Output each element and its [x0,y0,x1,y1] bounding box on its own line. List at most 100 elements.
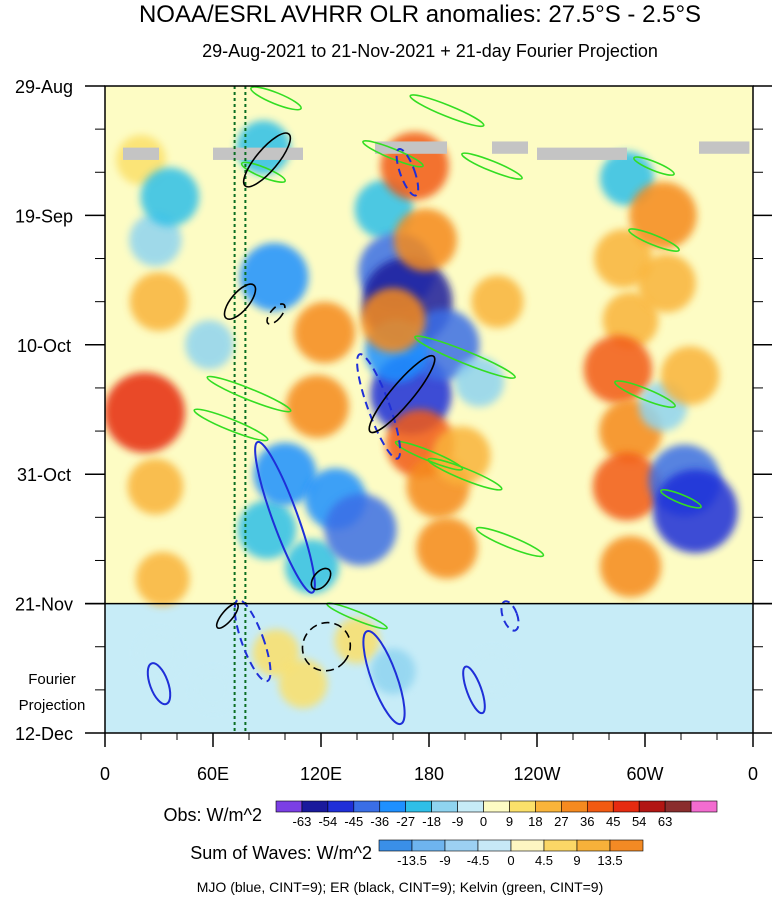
mjo-contour [146,662,172,706]
anomaly-cell [432,426,491,485]
waves-colorbar-swatch [477,839,512,852]
obs-colorbar-tick-label: 45 [606,814,620,829]
mjo-contour [462,665,486,715]
waves-colorbar-tick-label: -13.5 [397,853,427,868]
waves-colorbar-swatch [444,839,479,852]
anomaly-cell [393,208,457,272]
obs-colorbar: -63 -54 -45 -36 -27 -18 -9 0 9 18 27 36 45 54 63 [275,800,718,829]
y-tick-label: 31-Oct [17,465,71,485]
projection-label-line1: Fourier [28,671,76,688]
kelvin-contour [394,440,464,471]
x-tick-label: 60E [197,764,229,784]
missing-data-segment [492,141,528,154]
chart-subtitle: 29-Aug-2021 to 21-Nov-2021 + 21-day Four… [202,41,658,61]
anomaly-cell [135,551,190,607]
anomaly-cell [324,493,397,566]
obs-colorbar-swatch [638,800,666,813]
anomaly-cell [140,167,200,227]
projection-label-line2: Projection [19,697,86,714]
obs-colorbar-swatch [690,800,718,813]
obs-colorbar-tick-label: -36 [370,814,389,829]
obs-colorbar-swatch [405,800,432,813]
kelvin-wave-contours [193,86,702,630]
obs-colorbar-tick-label: -27 [396,814,415,829]
obs-colorbar-tick-label: -18 [422,814,441,829]
obs-colorbar-swatch [275,800,303,813]
waves-legend: Sum of Waves: W/m^2 -13.5 -9 -4.5 0 4.5 9 13.5 [190,839,644,868]
anomaly-cell [129,213,182,267]
kelvin-contour [628,228,680,252]
anomaly-cell [237,500,297,559]
kelvin-contour [206,375,292,413]
kelvin-contour [633,156,675,176]
kelvin-contour [660,489,702,509]
er-contour [242,132,292,188]
mjo-contour [254,440,316,594]
obs-legend-label: Obs: W/m^2 [164,805,262,825]
waves-colorbar-tick-label: 9 [573,853,580,868]
er-contour [301,621,352,672]
footer-note: MJO (blue, CINT=9); ER (black, CINT=9); … [197,879,604,895]
obs-colorbar-tick-label: -54 [318,814,337,829]
anomaly-field [105,120,738,711]
missing-data-segment [375,141,447,154]
x-tick-label: 120E [300,764,342,784]
anomaly-cell [602,292,659,349]
mjo-contours [146,147,520,726]
anomaly-cell [192,669,234,711]
obs-colorbar-swatch [509,800,536,813]
kelvin-contour [193,408,269,442]
obs-colorbar-swatch [664,800,692,813]
obs-legend: Obs: W/m^2 -63 -54 -45 -36 -27 -18 -9 0 9 18 27 36 4… [164,800,718,829]
waves-colorbar-tick-label: -4.5 [467,853,489,868]
obs-colorbar-tick-label: -45 [344,814,363,829]
anomaly-cell [592,452,662,521]
kelvin-contour [614,380,676,409]
anomaly-cell [278,659,328,709]
missing-data-segment [123,147,159,160]
er-contour [368,354,436,434]
obs-colorbar-swatch [586,800,614,813]
obs-colorbar-tick-label: -63 [293,814,312,829]
waves-colorbar-swatch [543,839,578,852]
x-tick-label: 120W [513,764,560,784]
obs-colorbar-swatch [612,800,640,813]
obs-colorbar-swatch [431,800,458,813]
anomaly-cell [454,356,505,407]
obs-colorbar-swatch [379,800,407,813]
y-tick-label: 12-Dec [15,724,73,744]
missing-data-segment [699,141,750,154]
anomaly-cell [583,335,653,404]
missing-data-segment [537,147,627,160]
chart-title: NOAA/ESRL AVHRR OLR anomalies: 27.5°S - … [139,1,701,28]
y-tick-label: 10-Oct [17,336,71,356]
kelvin-contour [414,335,516,379]
anomaly-cell [653,469,738,553]
kelvin-contour [461,152,523,180]
obs-colorbar-tick-label: 36 [580,814,594,829]
anomaly-cell [294,301,356,364]
waves-colorbar-swatch [411,839,446,852]
obs-colorbar-tick-label: -9 [452,814,464,829]
kelvin-contour [427,457,503,491]
obs-colorbar-tick-label: 54 [632,814,646,829]
kelvin-contour [409,94,485,128]
kelvin-contour [362,140,424,168]
obs-colorbar-tick-label: 18 [528,814,542,829]
y-axis: 29-Aug 19-Sep 10-Oct 31-Oct 21-Nov 12-Dec [15,77,772,744]
obs-colorbar-swatch [535,800,562,813]
x-tick-label: 60W [626,764,663,784]
waves-colorbar: -13.5 -9 -4.5 0 4.5 9 13.5 [378,839,644,868]
mjo-contour [233,598,272,683]
missing-data-bands [123,141,750,160]
anomaly-cell [600,536,662,598]
mjo-contour [362,630,406,726]
kelvin-contour [250,86,302,111]
mjo-contour [500,600,520,632]
waves-colorbar-tick-label: 4.5 [535,853,553,868]
waves-colorbar-swatch [609,839,644,852]
obs-colorbar-tick-label: 0 [480,814,487,829]
obs-colorbar-swatch [301,800,329,813]
mjo-contour [395,147,420,197]
anomaly-cell [129,272,189,331]
